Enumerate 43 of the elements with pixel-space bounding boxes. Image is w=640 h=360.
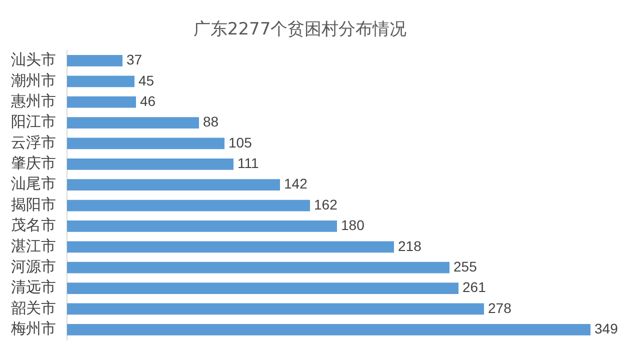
y-tick-label: 梅州市 (10, 320, 56, 338)
data-label: 105 (228, 134, 252, 150)
y-tick-label: 汕尾市 (11, 174, 56, 193)
bar (67, 241, 394, 253)
y-tick-label: 惠州市 (10, 92, 56, 110)
bar (67, 117, 199, 128)
data-label: 162 (314, 196, 338, 212)
bar (67, 303, 484, 315)
y-tick-label: 揭阳市 (11, 195, 56, 214)
data-label: 261 (462, 279, 486, 296)
bar (67, 96, 136, 108)
bar (67, 282, 458, 294)
data-label: 37 (126, 52, 142, 68)
data-label: 46 (140, 92, 156, 109)
data-label: 180 (341, 217, 365, 234)
data-label: 111 (238, 155, 259, 172)
y-tick-label: 河源市 (11, 257, 56, 276)
y-tick-label: 清远市 (11, 278, 56, 296)
bar (67, 138, 224, 150)
bar (67, 158, 234, 170)
data-label: 255 (454, 258, 478, 274)
y-tick-label: 潮州市 (11, 71, 56, 90)
data-label: 142 (284, 176, 308, 192)
data-label: 349 (594, 320, 618, 337)
data-label: 278 (488, 300, 512, 316)
y-tick-label: 肇庆市 (11, 154, 56, 172)
bar (67, 220, 337, 232)
bar (67, 76, 134, 88)
y-tick-label: 汕头市 (11, 50, 56, 69)
bar (67, 262, 450, 274)
bar (67, 324, 590, 336)
data-label: 88 (203, 114, 219, 130)
bar (67, 179, 280, 191)
y-tick-label: 茂名市 (11, 216, 56, 234)
y-tick-label: 韶关市 (11, 298, 56, 317)
bar (67, 55, 122, 66)
bar (67, 200, 310, 212)
chart-title: 广东2277个贫困村分布情况 (193, 20, 407, 40)
y-tick-label: 湛江市 (11, 236, 56, 255)
y-tick-label: 云浮市 (11, 133, 56, 152)
y-tick-label: 阳江市 (11, 112, 56, 131)
data-label: 218 (398, 238, 422, 254)
data-label: 45 (138, 72, 154, 88)
